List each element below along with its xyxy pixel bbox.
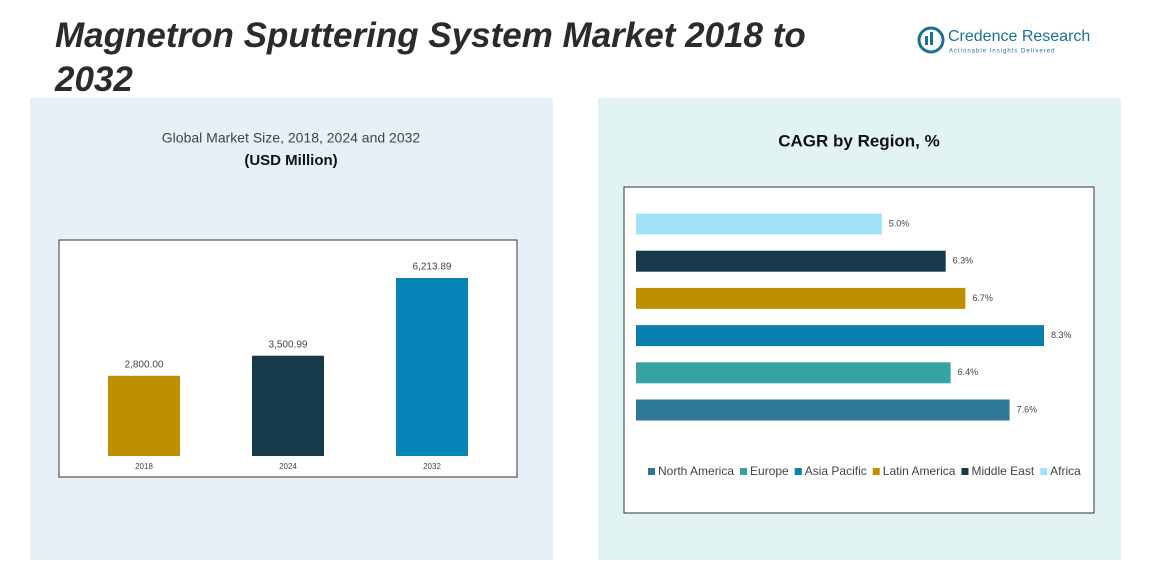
legend-swatch [1040, 468, 1048, 475]
hbar-chart-title: CAGR by Region, % [778, 131, 940, 150]
legend-label: North America [658, 464, 734, 478]
value-label: 8.3% [1051, 330, 1072, 340]
legend-label: Latin America [883, 464, 956, 478]
bar [108, 375, 180, 456]
logo-icon-bar [925, 36, 928, 45]
bar [636, 399, 1010, 421]
bar [636, 287, 966, 309]
value-label: 6.7% [972, 293, 993, 303]
logo-tagline: Actionable Insights Delivered [949, 49, 1055, 55]
legend-swatch [872, 468, 880, 475]
legend-label: Europe [750, 464, 789, 478]
value-label: 6.4% [958, 367, 979, 377]
bar [636, 213, 882, 235]
logo-icon [917, 26, 945, 54]
bar [636, 250, 946, 272]
value-label: 6.3% [953, 256, 974, 266]
logo-name: Credence Research [948, 28, 1090, 45]
bar [252, 355, 324, 456]
page-title: Magnetron Sputtering System Market 2018 … [55, 16, 806, 99]
x-tick-label: 2032 [423, 462, 441, 471]
value-label: 2,800.00 [125, 359, 164, 370]
bar-chart-subtitle: (USD Million) [244, 152, 337, 169]
bar [396, 278, 468, 456]
logo: Credence Research Actionable Insights De… [917, 26, 1090, 55]
hbar-chart-frame [623, 186, 1095, 514]
legend-swatch [961, 468, 969, 475]
legend-label: Asia Pacific [805, 464, 867, 478]
value-label: 3,500.99 [269, 339, 308, 350]
legend-label: Africa [1050, 464, 1081, 478]
value-label: 6,213.89 [413, 262, 452, 273]
x-tick-label: 2024 [279, 462, 297, 471]
x-tick-label: 2018 [135, 462, 153, 471]
legend-swatch [740, 468, 748, 475]
bar-chart-title: Global Market Size, 2018, 2024 and 2032 [162, 130, 421, 146]
bar [636, 362, 951, 384]
bar [636, 325, 1044, 347]
value-label: 5.0% [889, 218, 910, 228]
legend-swatch [794, 468, 802, 475]
logo-icon-bar [930, 32, 933, 45]
value-label: 7.6% [1017, 404, 1038, 414]
legend-swatch [648, 468, 655, 475]
legend-label: Middle East [971, 464, 1034, 478]
